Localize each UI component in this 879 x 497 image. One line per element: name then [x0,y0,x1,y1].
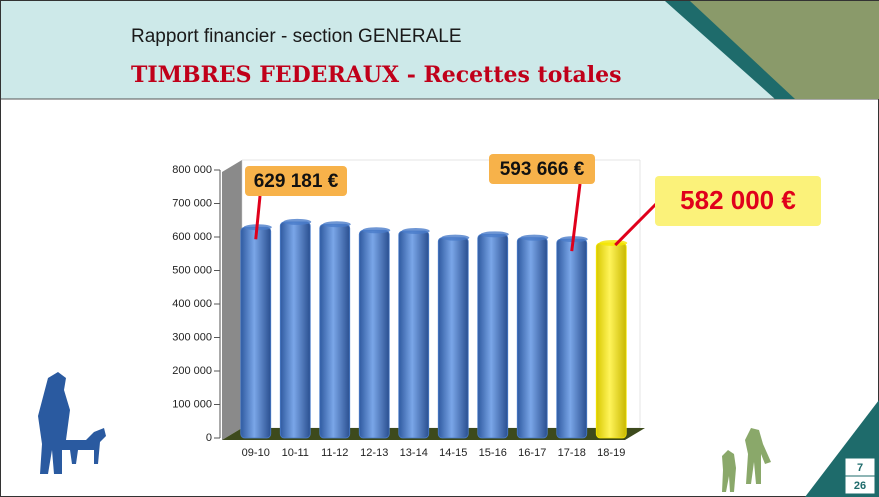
y-tick-label: 800 000 [172,164,212,176]
bar [358,229,390,439]
bar [437,237,469,439]
y-tick-label: 100 000 [172,398,212,410]
y-tick-label: 400 000 [172,298,212,310]
x-tick-label: 09-10 [242,447,270,459]
bar [279,221,311,439]
header-subtitle: Rapport financier - section GENERALE [131,26,462,47]
label-box [655,176,821,226]
chart: 0 100 000 200 000 300 000 400 000 500 000 600 … [172,154,821,459]
label-box [489,154,595,184]
page-total: 26 [854,480,866,492]
x-tick-label: 11-12 [321,447,348,459]
y-tick-label: 200 000 [172,365,212,377]
y-tick-label: 500 000 [172,264,212,276]
bar-top [480,231,509,238]
bar [319,223,351,439]
hunter-silhouette [38,372,106,474]
bar-top [401,227,430,234]
label-leader [614,200,660,247]
header-title: TIMBRES FEDERAUX - Recettes totales [131,62,622,88]
bar-top [283,218,312,225]
y-tick-label: 0 [206,432,212,444]
x-tick-label: 17-18 [558,447,586,459]
label-leader [254,195,262,240]
walkers-silhouette [722,428,771,492]
header-photo [690,1,879,99]
value-label: 593 666 € [500,159,585,180]
x-tick-label: 15-16 [479,447,507,459]
bar-top [441,234,470,241]
bar [477,233,509,439]
y-tick-label: 700 000 [172,197,212,209]
x-tick-label: 13-14 [400,447,428,459]
bar-top [322,221,351,228]
y-tick-label: 600 000 [172,231,212,243]
y-tick-label: 300 000 [172,331,212,343]
bar [556,238,588,439]
bar [240,226,272,439]
x-tick-label: 18-19 [597,447,625,459]
bar-top [599,240,628,247]
bar [595,242,627,439]
x-tick-label: 12-13 [360,447,388,459]
chart-wall [222,160,242,440]
value-label: 582 000 € [680,185,796,215]
x-tick-label: 14-15 [439,447,467,459]
label-box [245,166,347,196]
x-tick-label: 16-17 [518,447,546,459]
bar-top [520,234,549,241]
label-leader [570,183,582,252]
bar [398,230,430,439]
value-label: 629 181 € [254,171,339,192]
x-tick-label: 10-11 [282,447,309,459]
bar-top [362,227,391,234]
bar [516,237,548,439]
page-number: 7 [857,462,863,474]
